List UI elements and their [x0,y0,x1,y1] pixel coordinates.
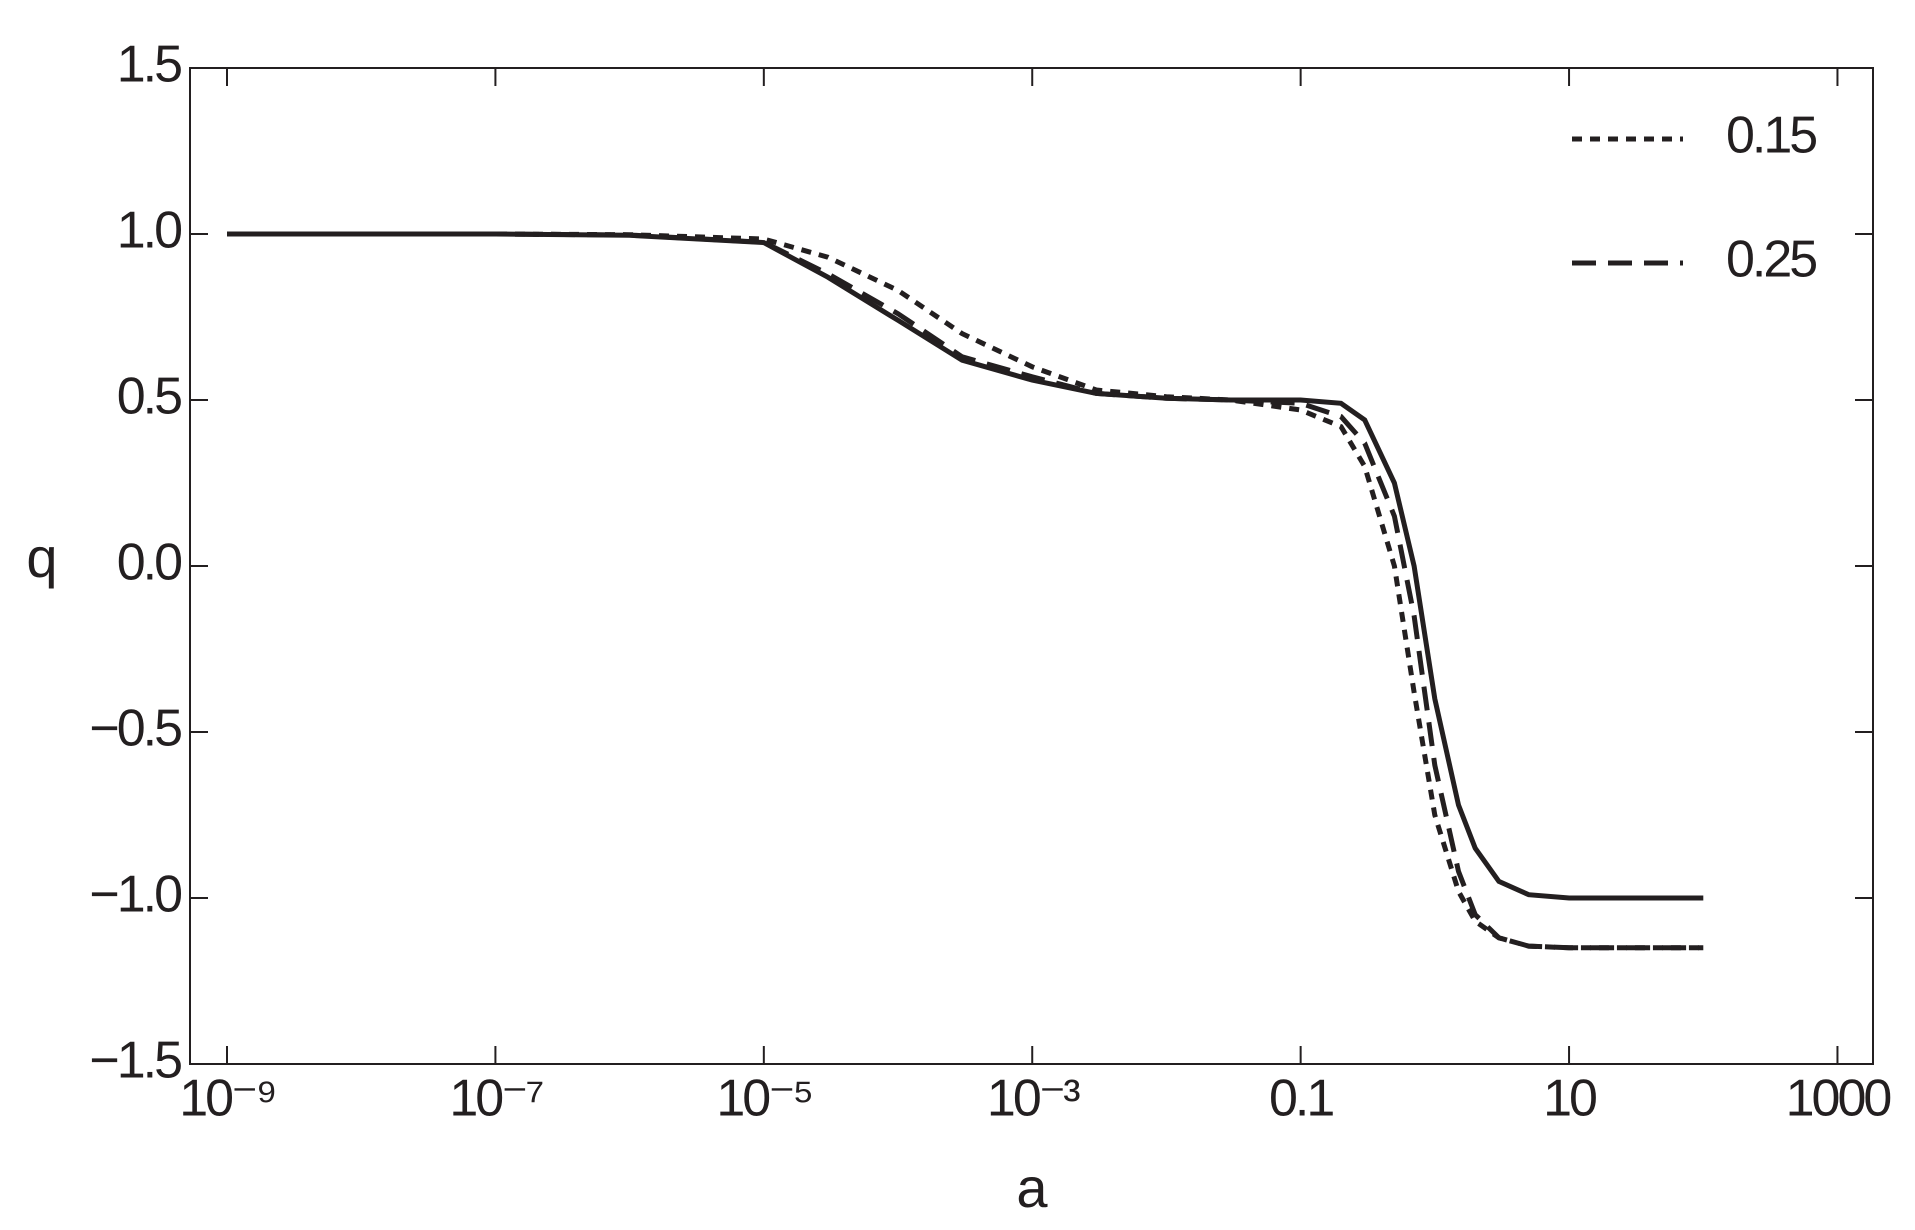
x-tick-label: 10⁻³ [987,1070,1080,1128]
x-tick-label: 10⁻⁷ [449,1070,542,1128]
series-line [227,231,1704,951]
y-tick-label: 1.0 [117,202,181,260]
x-tick-label: 10⁻⁵ [716,1070,811,1128]
y-tick-label: −1.5 [89,1032,181,1090]
legend-label: 0.25 [1726,231,1816,289]
x-tick-label: 1000 [1786,1070,1891,1128]
legend-label: 0.15 [1726,107,1816,165]
x-tick-label: 0.1 [1269,1070,1333,1128]
x-tick-label: 10 [1543,1070,1596,1128]
series-line [227,231,1704,951]
series-line [227,231,1704,901]
y-tick-label: −0.5 [89,700,181,758]
y-tick-label: 0.0 [117,534,181,592]
plot-frame [189,67,1874,1065]
y-tick-label: −1.0 [89,866,181,924]
x-tick-label: 10⁻⁹ [179,1070,275,1128]
x-axis-label: a [1016,1156,1048,1219]
y-tick-label: 0.5 [117,368,181,426]
y-tick-label: 1.5 [117,36,181,94]
y-axis-label: q [26,526,57,589]
